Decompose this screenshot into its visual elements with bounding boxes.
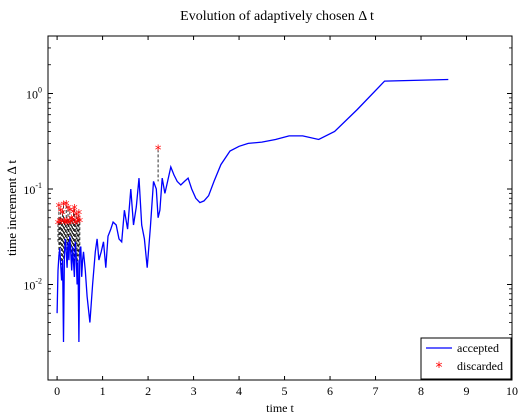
y-axis: 10-2 10-1 100 bbox=[23, 35, 512, 352]
x-tick-label: 5 bbox=[282, 384, 288, 398]
y-tick-label: 100 bbox=[26, 85, 42, 101]
discarded-point: * bbox=[63, 199, 70, 214]
discarded-point: * bbox=[74, 217, 81, 232]
discarded-point: * bbox=[66, 218, 73, 233]
discarded-point: * bbox=[68, 213, 75, 228]
discarded-point: * bbox=[62, 218, 69, 233]
discarded-point: * bbox=[57, 216, 64, 231]
discarded-point: * bbox=[73, 210, 80, 225]
discarded-point: * bbox=[72, 218, 79, 233]
x-tick-label: 7 bbox=[373, 384, 379, 398]
discarded-point: * bbox=[61, 216, 68, 231]
x-tick-label: 9 bbox=[464, 384, 470, 398]
accepted-series-line bbox=[56, 78, 449, 343]
legend: accepted * discarded bbox=[420, 337, 512, 380]
discarded-point: * bbox=[55, 218, 62, 233]
discarded-point: * bbox=[64, 216, 71, 231]
discarded-point: * bbox=[71, 203, 78, 218]
x-tick-label: 8 bbox=[418, 384, 424, 398]
chart-title: Evolution of adaptively chosen Δ t bbox=[180, 9, 374, 24]
y-tick-label: 10-2 bbox=[23, 276, 42, 292]
discarded-series-markers: ************************** bbox=[55, 143, 162, 233]
x-axis: 0 1 2 3 4 5 6 7 8 9 10 bbox=[54, 36, 518, 398]
legend-accepted-label: accepted bbox=[457, 341, 499, 355]
x-tick-label: 1 bbox=[100, 384, 106, 398]
discarded-point: * bbox=[76, 208, 83, 223]
discarded-point: * bbox=[59, 208, 66, 223]
discarded-point: * bbox=[58, 217, 65, 232]
legend-discarded-swatch: * bbox=[436, 360, 443, 376]
x-tick-label: 3 bbox=[191, 384, 197, 398]
x-tick-label: 2 bbox=[145, 384, 151, 398]
discarded-point: * bbox=[155, 143, 162, 158]
discarded-point: * bbox=[65, 203, 72, 218]
discarded-point: * bbox=[69, 215, 76, 230]
discarded-point: * bbox=[77, 216, 84, 231]
legend-box bbox=[420, 337, 512, 380]
x-tick-label: 0 bbox=[54, 384, 60, 398]
discarded-point: * bbox=[60, 200, 67, 215]
x-tick-label: 4 bbox=[236, 384, 242, 398]
discarded-point: * bbox=[75, 213, 82, 228]
y-axis-label: time increment Δ t bbox=[4, 160, 19, 256]
legend-discarded-label: discarded bbox=[457, 359, 503, 373]
discarded-point: * bbox=[67, 206, 74, 221]
discarded-point: * bbox=[57, 206, 64, 221]
discarded-point: * bbox=[70, 207, 77, 222]
discarded-point: * bbox=[67, 217, 74, 232]
discarded-point: * bbox=[56, 201, 63, 216]
x-axis-label: time t bbox=[266, 401, 294, 415]
y-tick-label: 10-1 bbox=[23, 181, 42, 197]
plot-area bbox=[47, 35, 513, 381]
x-tick-label: 10 bbox=[506, 384, 518, 398]
x-tick-label: 6 bbox=[327, 384, 333, 398]
